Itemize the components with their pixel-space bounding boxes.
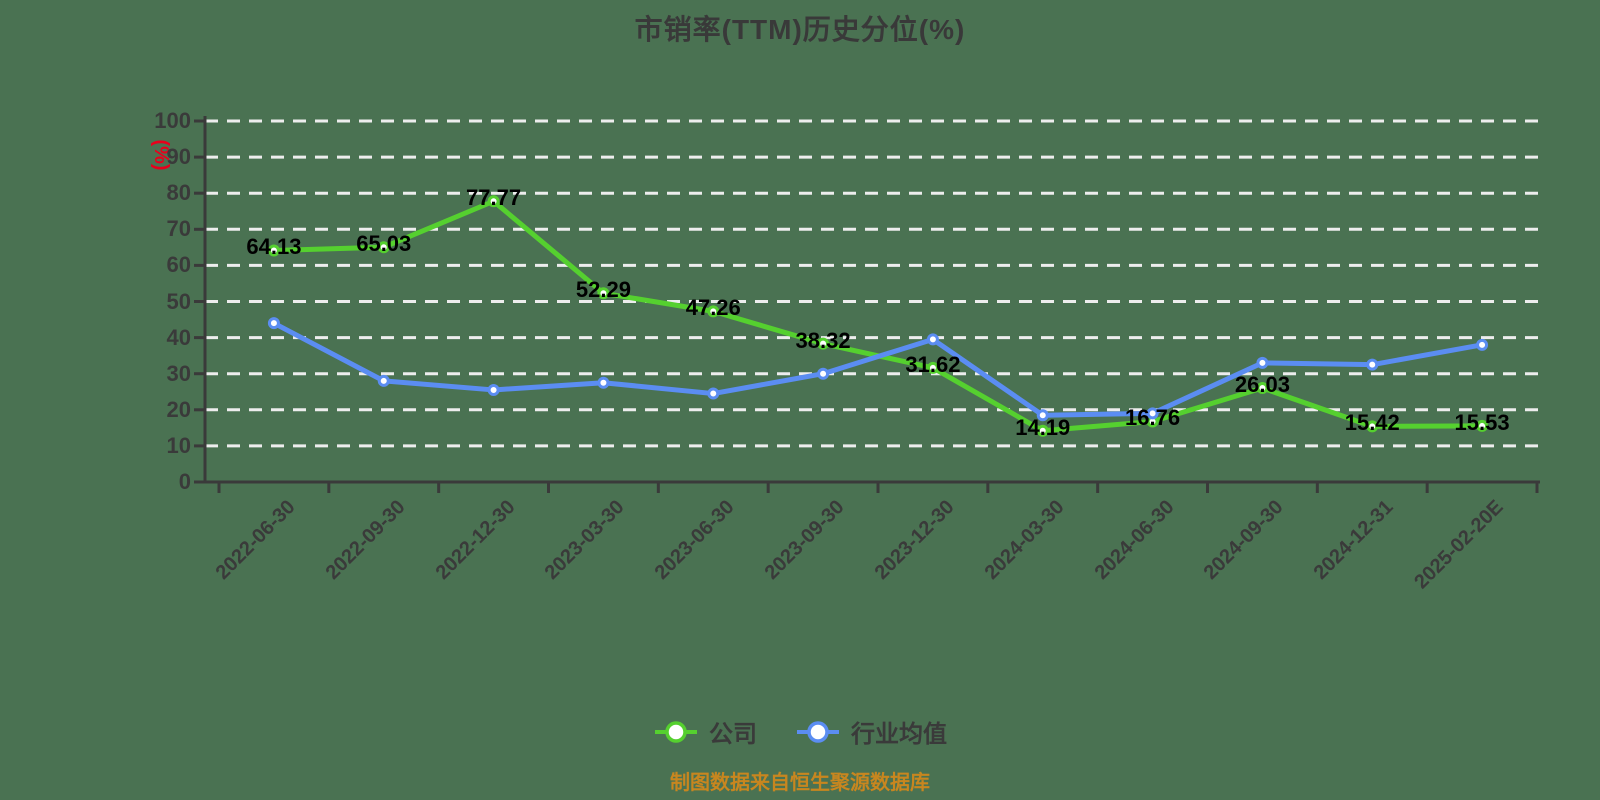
legend-item-industry[interactable]: 行业均值	[795, 714, 947, 749]
legend-item-company[interactable]: 公司	[653, 714, 757, 749]
industry-line-marker-icon	[797, 720, 839, 743]
chart-title: 市销率(TTM)历史分位(%)	[634, 14, 966, 45]
legend-label-industry: 行业均值	[851, 721, 947, 748]
company-line-marker-icon	[655, 720, 697, 743]
legend-label-company: 公司	[709, 721, 757, 748]
data-source-note: 制图数据来自恒生聚源数据库	[670, 772, 930, 794]
legend: 公司 行业均值	[0, 714, 1600, 749]
